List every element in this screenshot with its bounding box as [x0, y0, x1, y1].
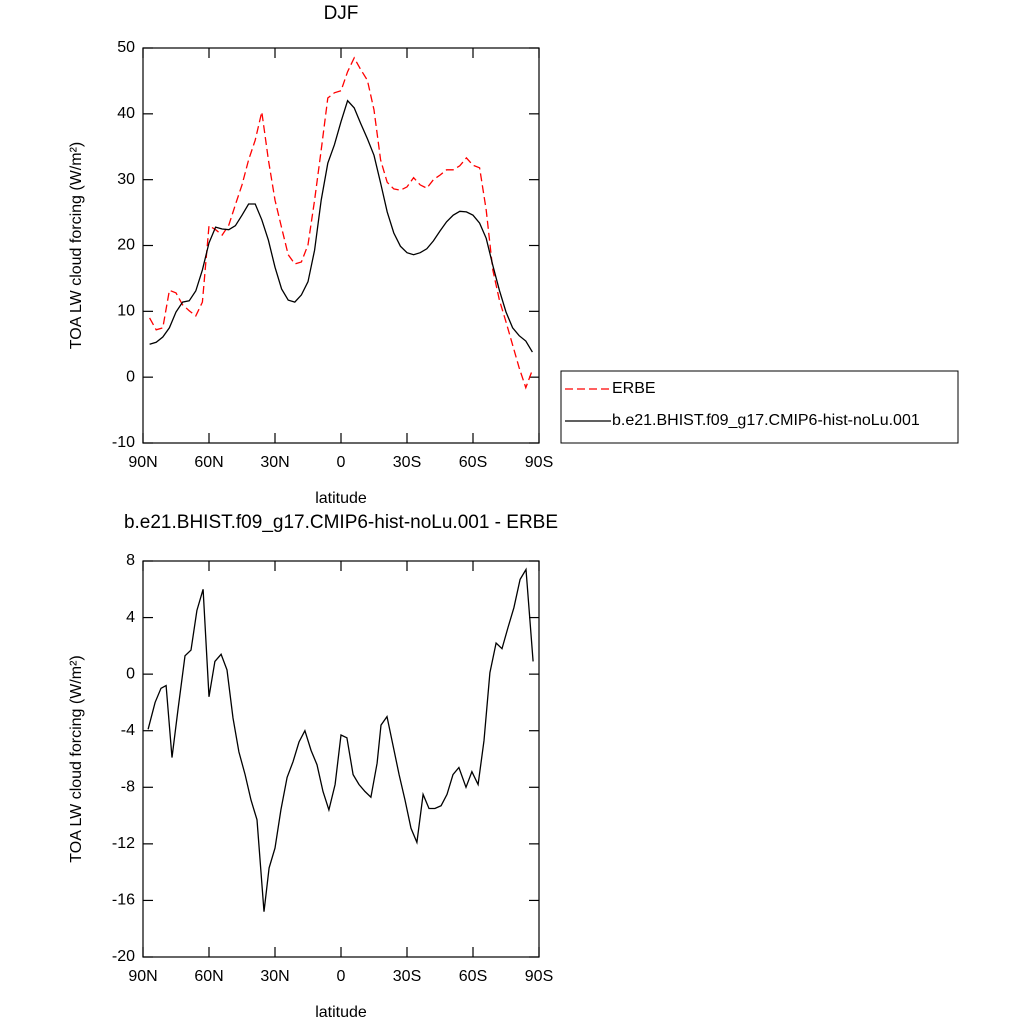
y-tick-label: 40: [117, 105, 135, 122]
x-tick-label: 30S: [393, 454, 421, 471]
x-tick-label: 0: [337, 968, 346, 985]
x-tick-label: 30S: [393, 968, 421, 985]
y-tick-label: 30: [117, 171, 135, 188]
data-line: [149, 99, 533, 353]
x-tick-label: 30N: [260, 968, 289, 985]
y-tick-label: 0: [126, 665, 135, 682]
x-tick-label: 90S: [525, 454, 553, 471]
y-tick-label: 8: [126, 552, 135, 569]
legend-label: ERBE: [612, 380, 656, 397]
y-axis-label: TOA LW cloud forcing (W/m²): [68, 655, 85, 862]
x-tick-label: 90N: [128, 454, 157, 471]
x-tick-label: 30N: [260, 454, 289, 471]
x-tick-label: 60S: [459, 454, 487, 471]
chart-title: DJF: [324, 3, 359, 24]
x-tick-label: 90N: [128, 968, 157, 985]
legend-label: b.e21.BHIST.f09_g17.CMIP6-hist-noLu.001: [612, 412, 920, 429]
y-axis-label: TOA LW cloud forcing (W/m²): [68, 142, 85, 349]
y-tick-label: 0: [126, 368, 135, 385]
y-tick-label: -4: [121, 722, 135, 739]
x-axis-label: latitude: [315, 1004, 367, 1021]
y-tick-label: -16: [112, 892, 135, 909]
y-tick-label: 4: [126, 609, 135, 626]
plot-frame: [142, 560, 540, 958]
y-tick-label: 50: [117, 39, 135, 56]
data-line: [147, 567, 534, 912]
y-tick-label: -10: [112, 434, 135, 451]
x-axis-label: latitude: [315, 490, 367, 507]
y-tick-label: 20: [117, 237, 135, 254]
x-tick-label: 90S: [525, 968, 553, 985]
x-tick-label: 60S: [459, 968, 487, 985]
x-tick-label: 60N: [194, 968, 223, 985]
data-line: [149, 56, 534, 390]
x-tick-label: 0: [337, 454, 346, 471]
legend-box: [560, 370, 959, 444]
plot-frame: [142, 47, 540, 444]
x-tick-label: 60N: [194, 454, 223, 471]
y-tick-label: -8: [121, 779, 135, 796]
y-tick-label: -20: [112, 948, 135, 965]
y-tick-label: -12: [112, 835, 135, 852]
y-tick-label: 10: [117, 303, 135, 320]
chart-title: b.e21.BHIST.f09_g17.CMIP6-hist-noLu.001 …: [124, 512, 558, 533]
